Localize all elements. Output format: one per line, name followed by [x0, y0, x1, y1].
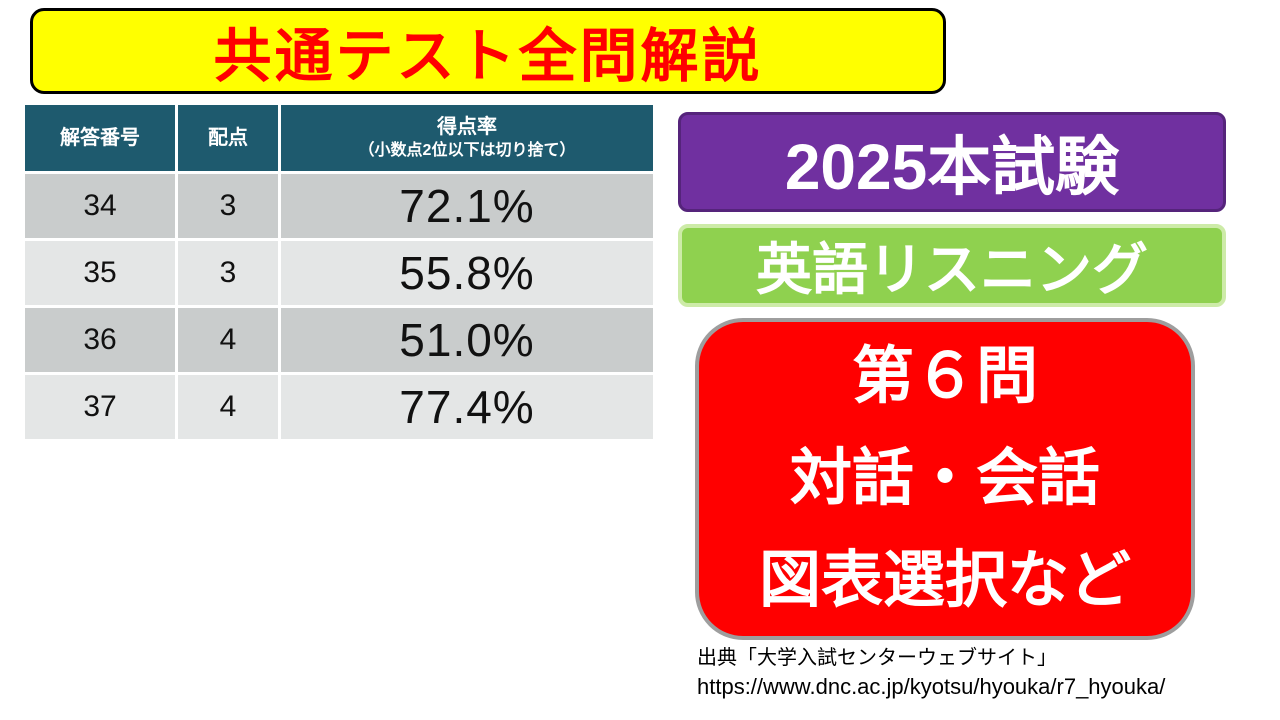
- table-row-3-points: 4: [178, 375, 278, 439]
- table-row-2-points: 4: [178, 308, 278, 372]
- table-row-1-rate: 55.8%: [281, 241, 653, 305]
- table-row-0-answer-number: 34: [25, 174, 175, 238]
- header-answer-number: 解答番号: [25, 105, 175, 171]
- header-rate-note: （小数点2位以下は切り捨て）: [358, 142, 576, 159]
- page-title: 共通テスト全問解説: [213, 24, 763, 89]
- table-row-0-rate: 72.1%: [281, 174, 653, 238]
- table-row-1-answer-number: 35: [25, 241, 175, 305]
- title-banner: 共通テスト全問解説: [30, 8, 946, 94]
- subject-badge: 英語リスニング: [678, 224, 1226, 307]
- header-rate: 得点率 （小数点2位以下は切り捨て）: [281, 105, 653, 171]
- table-row-2-answer-number: 36: [25, 308, 175, 372]
- header-points: 配点: [178, 105, 278, 171]
- exam-year-label: 2025本試験: [784, 131, 1120, 203]
- table-row-1-points: 3: [178, 241, 278, 305]
- header-rate-label: 得点率: [437, 116, 497, 138]
- table-row-2-rate: 51.0%: [281, 308, 653, 372]
- table-row-3-answer-number: 37: [25, 375, 175, 439]
- subject-label: 英語リスニング: [756, 238, 1148, 301]
- header-answer-number-label: 解答番号: [60, 127, 140, 149]
- table-row-3-rate: 77.4%: [281, 375, 653, 439]
- table-row-0-points: 3: [178, 174, 278, 238]
- score-table: 解答番号 配点 得点率 （小数点2位以下は切り捨て） 34 3 72.1% 35…: [25, 105, 653, 439]
- question-number-label: 第６問: [851, 342, 1038, 411]
- question-topic-box: 第６問 対話・会話 図表選択など: [695, 318, 1195, 640]
- question-topic-line1: 対話・会話: [789, 444, 1100, 513]
- header-points-label: 配点: [208, 127, 248, 149]
- source-text: 出典「大学入試センターウェブサイト」: [697, 647, 1057, 669]
- question-topic-line2: 図表選択など: [758, 546, 1131, 615]
- source-citation: 出典「大学入試センターウェブサイト」 https://www.dnc.ac.jp…: [697, 645, 1165, 701]
- source-url: https://www.dnc.ac.jp/kyotsu/hyouka/r7_h…: [697, 674, 1166, 699]
- exam-year-badge: 2025本試験: [678, 112, 1226, 212]
